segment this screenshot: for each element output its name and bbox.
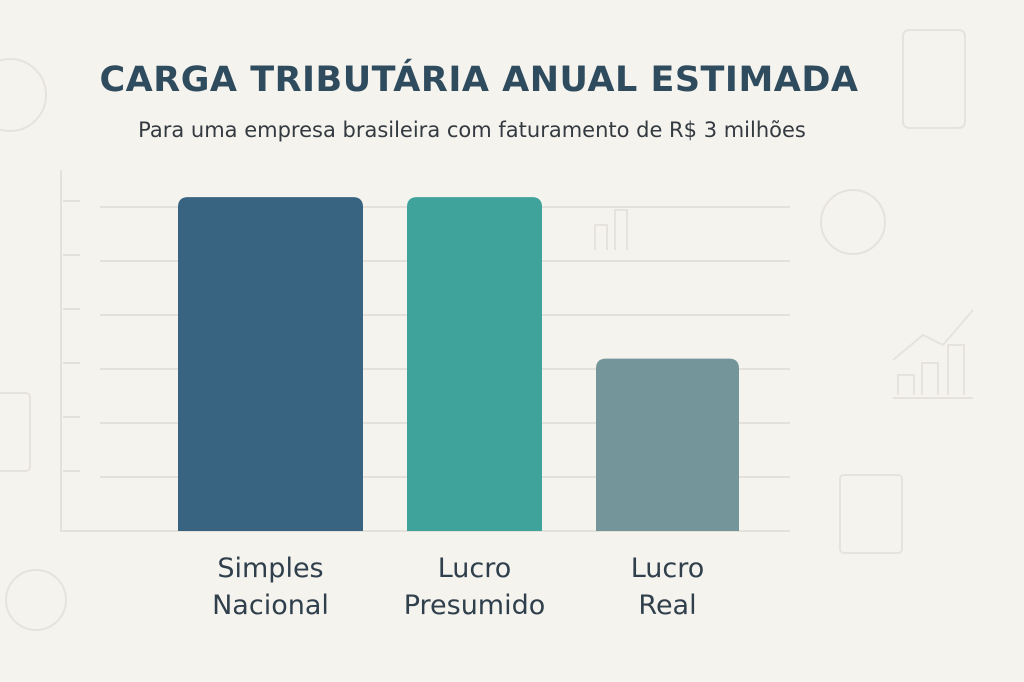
bar-icon (594, 209, 628, 250)
x-tick-label: Lucro (631, 553, 705, 584)
document-icon (0, 392, 31, 472)
dollar-coin-icon (5, 569, 67, 631)
bar (407, 197, 542, 532)
growth-chart-icon (892, 309, 974, 399)
bar (178, 197, 363, 532)
chart-title: CARGA TRIBUTÁRIA ANUAL ESTIMADA (99, 60, 859, 100)
pie-chart-icon (0, 58, 47, 132)
axis-lines (60, 170, 790, 532)
x-tick-label: Lucro (438, 553, 512, 584)
x-tick-label: Real (638, 590, 696, 621)
x-tick-label: Nacional (212, 590, 329, 621)
document-icon (839, 474, 903, 554)
x-tick-label: Presumido (404, 590, 546, 621)
pie-chart-icon (820, 189, 886, 255)
x-tick-label: Simples (217, 553, 323, 584)
calculator-icon (902, 29, 966, 129)
bar (596, 358, 739, 531)
chart-subtitle: Para uma empresa brasileira com faturame… (138, 118, 806, 142)
